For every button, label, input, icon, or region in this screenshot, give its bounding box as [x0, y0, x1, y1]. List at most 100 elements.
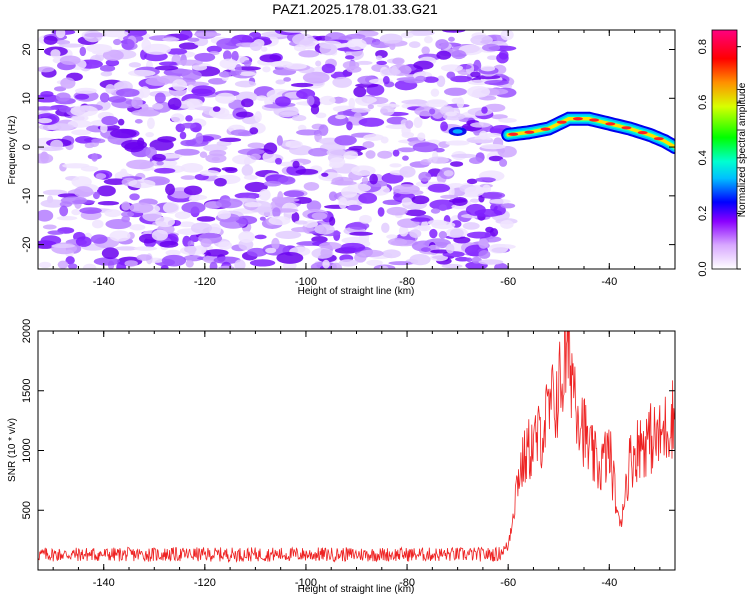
heatmap-cell: [321, 172, 329, 177]
heatmap-cell: [488, 243, 509, 254]
heatmap-cell: [381, 222, 390, 234]
heatmap-cell: [180, 122, 197, 129]
heatmap-cell: [215, 92, 236, 104]
x-tick-label: -60: [500, 276, 516, 288]
heatmap-cell: [451, 50, 467, 60]
heatmap-cell: [238, 71, 257, 77]
heatmap-cell: [154, 92, 166, 104]
heatmap-cell: [203, 249, 229, 257]
heatmap-cell: [247, 142, 266, 149]
heatmap-cell: [389, 163, 402, 168]
heatmap-cell: [57, 260, 69, 269]
heatmap-cell: [285, 140, 303, 149]
heatmap-cell: [279, 111, 300, 116]
heatmap-cell: [293, 196, 312, 204]
heatmap-cell: [101, 247, 119, 260]
heatmap-cell: [397, 147, 416, 153]
heatmap-cell: [38, 106, 57, 111]
heatmap-cell: [99, 64, 116, 72]
heatmap-cell: [498, 117, 517, 123]
heatmap-cell: [401, 131, 415, 139]
heatmap-cell: [484, 132, 502, 138]
heatmap-cell: [423, 76, 439, 83]
colorbar-tick-label: 0.6: [697, 95, 709, 110]
peak-hotspot: [605, 122, 616, 126]
snr-y-label: SNR (10 * v/v): [7, 418, 18, 482]
heatmap-cell: [343, 151, 359, 160]
heatmap-cell: [161, 254, 187, 267]
heatmap-cell: [311, 212, 328, 220]
heatmap-cell: [97, 201, 120, 206]
heatmap-cell: [114, 246, 138, 251]
heatmap-cell: [441, 30, 466, 33]
heatmap-cell: [208, 77, 227, 85]
spectrogram-x-label: Height of straight line (km): [298, 286, 415, 297]
heatmap-cell: [311, 236, 328, 243]
heatmap-cell: [75, 236, 92, 247]
heatmap-cell: [133, 246, 158, 251]
colorbar-tick-label: 0.4: [697, 150, 709, 165]
heatmap-cell: [121, 215, 131, 223]
heatmap-cell: [386, 206, 408, 216]
heatmap-cell: [71, 208, 81, 216]
heatmap-cell: [469, 198, 480, 203]
heatmap-cell: [421, 220, 429, 231]
heatmap-cell: [154, 167, 176, 174]
heatmap-cell: [349, 231, 374, 236]
heatmap-cell: [102, 49, 124, 61]
heatmap-cell: [377, 150, 393, 159]
spectrogram-x-ticks: -140 -120 -100 -80 -60 -40: [52, 30, 661, 288]
heatmap-cell: [235, 91, 258, 103]
heatmap-cell: [60, 77, 76, 89]
heatmap-cell: [67, 119, 92, 128]
heatmap-cell: [443, 170, 454, 177]
heatmap-cell: [250, 153, 262, 160]
heatmap-cell: [170, 113, 185, 123]
heatmap-cell: [420, 247, 431, 252]
heatmap-cell: [38, 66, 55, 73]
heatmap-cell: [283, 190, 305, 198]
heatmap-cell: [256, 95, 268, 101]
heatmap-cell: [166, 48, 188, 55]
x-tick-label: -140: [93, 276, 115, 288]
heatmap-cell: [162, 37, 180, 42]
heatmap-cell: [291, 114, 307, 122]
heatmap-cell: [321, 63, 336, 74]
heatmap-cell: [444, 87, 467, 96]
heatmap-cell: [275, 96, 291, 107]
heatmap-cell: [451, 97, 463, 104]
heatmap-cell: [105, 83, 116, 94]
heatmap-cell: [448, 186, 455, 198]
x-tick-label: -120: [194, 276, 216, 288]
heatmap-cell: [276, 135, 283, 146]
colorbar: 0.0 0.2 0.4 0.6 0.8 Normalized spectral ampl…: [697, 29, 748, 277]
heatmap-cell: [359, 249, 384, 258]
heatmap-cell: [103, 178, 128, 185]
heatmap-cell: [435, 39, 449, 50]
heatmap-cell: [367, 104, 374, 110]
heatmap-cell: [260, 46, 268, 52]
heatmap-cell: [346, 200, 358, 206]
heatmap-cell: [318, 124, 329, 136]
heatmap-cell: [268, 216, 291, 226]
heatmap-cell: [345, 33, 366, 40]
heatmap-cell: [286, 63, 307, 70]
heatmap-cell: [219, 137, 242, 143]
heatmap-cell: [156, 161, 164, 166]
heatmap-cell: [306, 95, 315, 106]
heatmap-cell: [84, 142, 95, 149]
heatmap-cell: [478, 238, 489, 249]
heatmap-cell: [180, 162, 204, 173]
heatmap-cell: [467, 107, 493, 116]
heatmap-cell: [183, 254, 203, 262]
heatmap-cell: [427, 219, 448, 226]
heatmap-cell: [326, 148, 346, 157]
heatmap-cell: [429, 108, 436, 115]
peak-hotspot: [540, 127, 551, 131]
heatmap-cell: [244, 181, 268, 193]
y-tick-label: 1500: [21, 379, 33, 403]
heatmap-cell: [438, 204, 447, 212]
heatmap-cell: [358, 117, 385, 127]
heatmap-cell: [346, 204, 363, 211]
